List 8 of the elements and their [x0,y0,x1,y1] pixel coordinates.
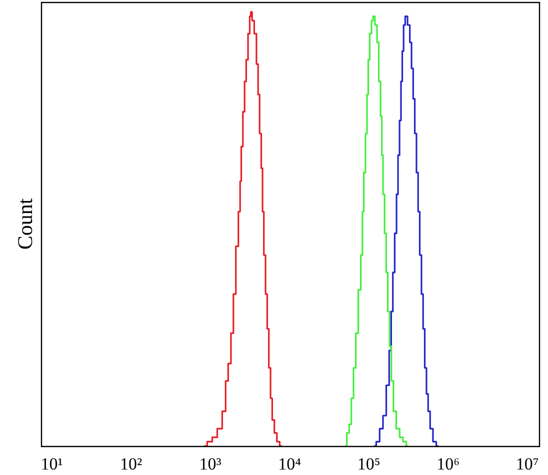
x-tick-label: 10⁷ [516,454,539,474]
x-tick-label: 10² [120,454,142,474]
x-tick-label: 10¹ [40,454,63,474]
x-tick-label: 10⁵ [357,454,380,474]
y-axis-title: Count [13,198,38,250]
x-tick-label: 10⁶ [436,454,460,474]
x-tick-label: 10³ [199,454,222,474]
x-tick-label: 10⁴ [278,454,302,474]
